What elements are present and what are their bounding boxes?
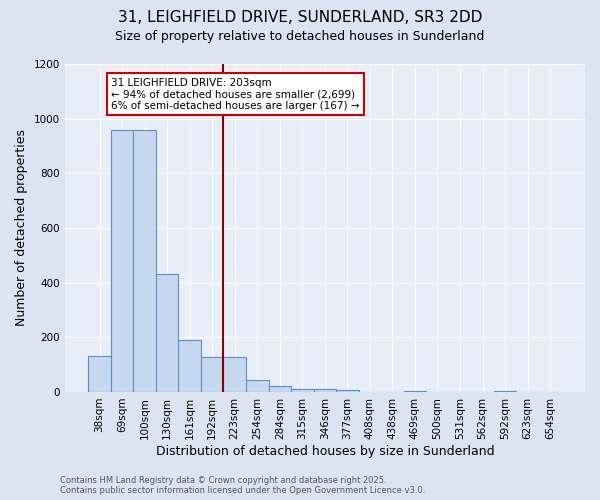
Bar — [291, 389, 314, 392]
Bar — [336, 390, 359, 392]
Bar — [494, 390, 516, 392]
Y-axis label: Number of detached properties: Number of detached properties — [15, 130, 28, 326]
Bar — [246, 380, 269, 392]
Bar — [223, 357, 246, 392]
Bar — [404, 390, 426, 392]
Text: 31 LEIGHFIELD DRIVE: 203sqm
← 94% of detached houses are smaller (2,699)
6% of s: 31 LEIGHFIELD DRIVE: 203sqm ← 94% of det… — [111, 78, 359, 111]
Bar — [111, 130, 133, 392]
Bar — [156, 274, 178, 392]
Bar — [269, 386, 291, 392]
Bar — [133, 130, 156, 392]
Text: Contains HM Land Registry data © Crown copyright and database right 2025.: Contains HM Land Registry data © Crown c… — [60, 476, 386, 485]
Bar — [201, 357, 223, 392]
Text: 31, LEIGHFIELD DRIVE, SUNDERLAND, SR3 2DD: 31, LEIGHFIELD DRIVE, SUNDERLAND, SR3 2D… — [118, 10, 482, 25]
X-axis label: Distribution of detached houses by size in Sunderland: Distribution of detached houses by size … — [155, 444, 494, 458]
Text: Size of property relative to detached houses in Sunderland: Size of property relative to detached ho… — [115, 30, 485, 43]
Bar — [178, 340, 201, 392]
Text: Contains public sector information licensed under the Open Government Licence v3: Contains public sector information licen… — [60, 486, 425, 495]
Bar — [314, 389, 336, 392]
Bar — [88, 356, 111, 392]
